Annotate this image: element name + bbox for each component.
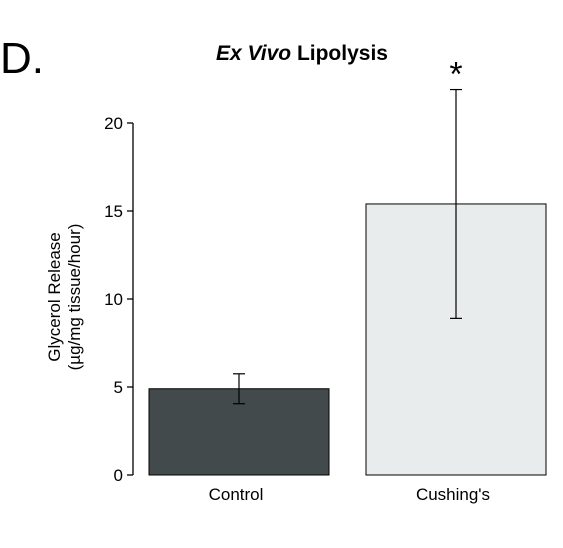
y-tick-label: 5: [114, 378, 123, 397]
significance-marker: *: [449, 56, 462, 94]
chart-title-italic: Ex Vivo: [216, 42, 291, 65]
chart-title: Ex Vivo Lipolysis: [216, 42, 388, 65]
y-tick-label: 10: [104, 290, 123, 309]
y-axis-label-line2: (µg/mg tissue/hour): [65, 224, 84, 371]
category-label: Control: [209, 485, 264, 504]
axes: 0 5 10 15 20: [104, 114, 134, 485]
category-label: Cushing's: [416, 485, 490, 504]
y-axis-label: Glycerol Release (µg/mg tissue/hour): [45, 224, 84, 371]
y-tick-label: 0: [114, 466, 123, 485]
y-tick-label: 20: [104, 114, 123, 133]
bars: Control Cushing's *: [148, 56, 547, 504]
panel-label: D.: [0, 34, 44, 83]
y-tick-label: 15: [104, 202, 123, 221]
chart-title-rest: Lipolysis: [291, 42, 388, 65]
y-axis-label-line1: Glycerol Release: [45, 232, 64, 361]
